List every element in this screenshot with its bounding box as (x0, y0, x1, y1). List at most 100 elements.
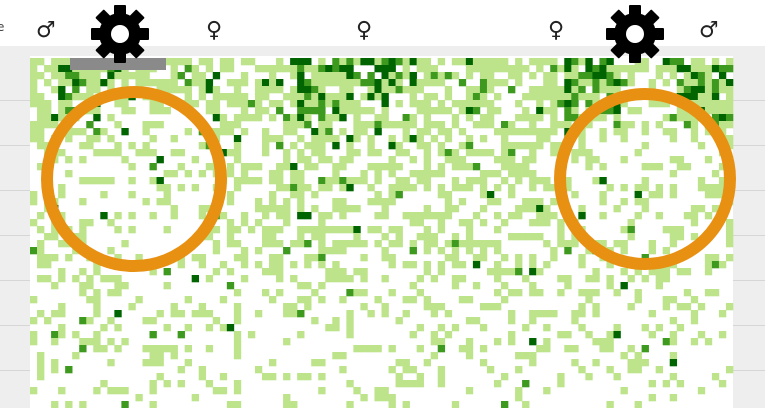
heatmap-cell (536, 135, 544, 143)
heatmap-cell (599, 345, 607, 353)
heatmap-cell (311, 254, 319, 262)
heatmap-cell (107, 289, 115, 297)
heatmap-cell (44, 275, 52, 283)
heatmap-cell (613, 324, 621, 332)
heatmap-cell (388, 240, 396, 248)
heatmap-cell (297, 65, 305, 73)
heatmap-cell (170, 58, 178, 66)
heatmap-cell (346, 184, 354, 192)
heatmap-cell (381, 121, 389, 129)
heatmap-cell (416, 58, 424, 66)
heatmap-cell (395, 149, 403, 157)
heatmap-cell (402, 296, 410, 304)
heatmap-cell (297, 121, 305, 129)
female-symbol-2: ♀ (356, 18, 373, 43)
heatmap-cell (367, 310, 375, 318)
heatmap-cell (409, 121, 417, 129)
heatmap-cell (536, 345, 544, 353)
heatmap-cell (451, 240, 460, 248)
heatmap-cell (458, 142, 467, 150)
heatmap-cell (360, 254, 368, 262)
heatmap-cell (325, 121, 333, 129)
heatmap-cell (465, 149, 474, 157)
heatmap-cell (297, 184, 305, 192)
heatmap-cell (37, 107, 45, 115)
heatmap-cell (444, 149, 453, 157)
heatmap-cell (641, 177, 649, 185)
heatmap-cell (451, 163, 460, 171)
heatmap-cell (515, 79, 523, 87)
heatmap-cell (346, 310, 354, 318)
heatmap-cell (240, 275, 249, 283)
heatmap-cell (163, 58, 171, 66)
heatmap-cell (276, 163, 284, 171)
heatmap-cell (353, 205, 361, 213)
heatmap-cell (493, 338, 502, 346)
heatmap-cell (30, 296, 38, 304)
heatmap-cell (311, 128, 319, 136)
heatmap-cell (219, 212, 228, 220)
heatmap-cell (339, 128, 347, 136)
heatmap-cell (233, 100, 242, 108)
heatmap-cell (332, 107, 340, 115)
heatmap-cell (697, 331, 706, 339)
right-row-divider (733, 235, 765, 236)
heatmap-cell (269, 79, 277, 87)
heatmap-cell (261, 233, 270, 241)
heatmap-cell (402, 212, 410, 220)
heatmap-cell (240, 247, 249, 255)
heatmap-cell (395, 373, 403, 381)
heatmap-cell (388, 170, 396, 178)
heatmap-cell (367, 79, 375, 87)
heatmap-cell (409, 72, 417, 80)
heatmap-cell (149, 100, 157, 108)
heatmap-cell (367, 184, 375, 192)
heatmap-cell (522, 114, 530, 122)
heatmap-cell (423, 233, 432, 241)
heatmap-cell (283, 338, 291, 346)
heatmap-cell (37, 135, 45, 143)
heatmap-cell (44, 317, 52, 325)
heatmap-cell (423, 170, 432, 178)
heatmap-cell (641, 142, 649, 150)
heatmap-cell (367, 93, 375, 101)
heatmap-cell (683, 163, 692, 171)
heatmap-cell (648, 331, 656, 339)
heatmap-cell (156, 100, 164, 108)
heatmap-cell (325, 324, 333, 332)
heatmap-cell (261, 373, 270, 381)
heatmap-cell (93, 79, 101, 87)
heatmap-cell (543, 58, 551, 66)
heatmap-cell (381, 79, 389, 87)
heatmap-cell (219, 324, 228, 332)
heatmap-cell (704, 289, 713, 297)
heatmap-cell (648, 247, 656, 255)
heatmap-cell (311, 226, 319, 234)
heatmap-cell (142, 72, 150, 80)
heatmap-cell (367, 198, 375, 206)
heatmap-cell (620, 226, 628, 234)
heatmap-cell (486, 198, 495, 206)
heatmap-cell (493, 170, 502, 178)
heatmap-cell (79, 317, 87, 325)
heatmap-cell (72, 331, 80, 339)
heatmap-cell (58, 65, 66, 73)
heatmap-cell (599, 58, 607, 66)
heatmap-cell (276, 275, 284, 283)
heatmap-cell (226, 240, 235, 248)
heatmap-cell (142, 359, 150, 367)
heatmap-cell (205, 79, 214, 87)
heatmap-cell (156, 310, 164, 318)
heatmap-cell (86, 135, 94, 143)
heatmap-cell (107, 79, 115, 87)
heatmap-cell (346, 135, 354, 143)
heatmap-cell (634, 212, 642, 220)
heatmap-cell (676, 156, 685, 164)
heatmap-cell (240, 170, 249, 178)
heatmap-cell (276, 268, 284, 276)
heatmap-cell (30, 247, 38, 255)
heatmap-cell (93, 107, 101, 115)
heatmap-cell (304, 79, 312, 87)
heatmap-cell (339, 93, 347, 101)
heatmap-cell (718, 177, 727, 185)
